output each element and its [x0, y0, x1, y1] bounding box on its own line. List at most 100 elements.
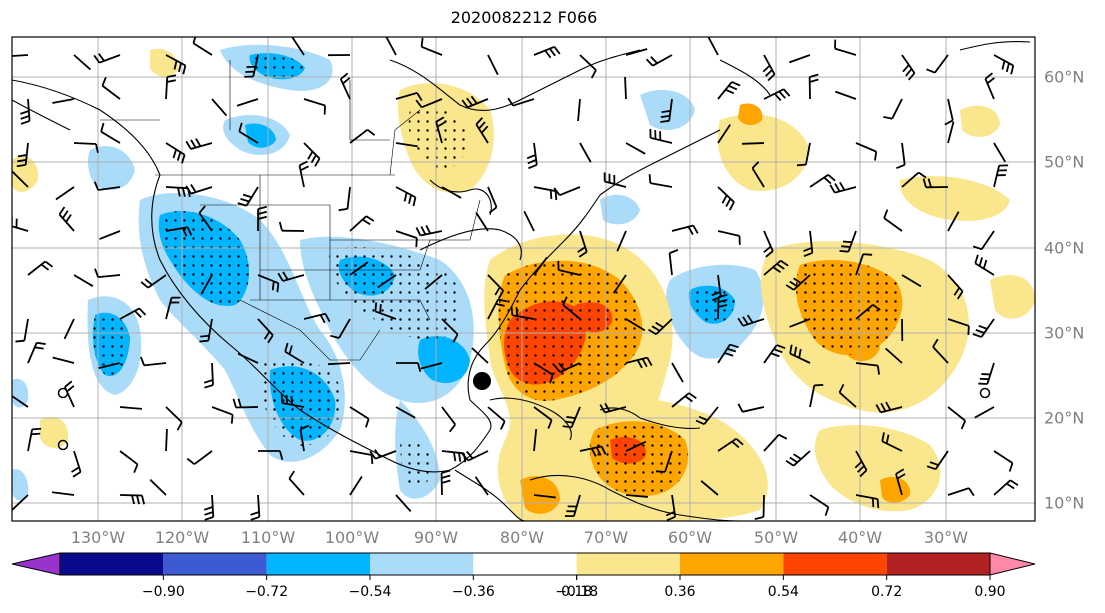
wind-barb [441, 186, 462, 199]
wind-barb [993, 164, 1009, 188]
wind-barb [165, 406, 183, 431]
wind-barb [947, 121, 955, 144]
wind-barb [901, 274, 922, 288]
wind-barb [238, 122, 259, 144]
colorbar-bin [783, 553, 887, 575]
wind-barb [12, 394, 29, 408]
wind-barb [119, 450, 139, 473]
wind-barb [579, 142, 592, 163]
wind-barb [671, 224, 699, 235]
wind-barbs [12, 37, 1019, 521]
wind-barb [395, 494, 412, 512]
wind-barb [855, 494, 880, 509]
wind-barb [487, 298, 508, 320]
wind-barb [883, 209, 903, 232]
wind-barb [523, 210, 535, 232]
wind-barb [303, 312, 331, 324]
wind-barb [579, 54, 597, 79]
wind-barb [993, 142, 1007, 163]
wind-barb [974, 406, 995, 419]
wind-barb [71, 450, 82, 478]
wind-barb [349, 261, 369, 276]
wind-barb [165, 428, 168, 452]
wind-barb [553, 186, 581, 196]
wind-barb [440, 469, 451, 496]
wind-barb [441, 406, 456, 433]
wind-barb [100, 122, 121, 144]
wind-barb [192, 37, 213, 56]
wind-barb [119, 307, 147, 320]
wind-barb [789, 318, 811, 328]
wind-barb [165, 226, 193, 237]
calm-circle [57, 439, 69, 451]
wind-barb [947, 318, 970, 335]
wind-barb [395, 186, 417, 207]
colorbar-tick-label: 0.72 [871, 584, 903, 600]
wind-barb [553, 362, 581, 373]
wind-barb [896, 142, 906, 170]
wind-barb [789, 344, 811, 364]
wind-barb [932, 338, 949, 364]
wind-barb [533, 429, 538, 452]
wind-barb [236, 98, 259, 107]
wind-barb [200, 274, 213, 295]
wind-barb [420, 37, 443, 56]
wind-barb [875, 401, 903, 414]
wind-barb [203, 494, 215, 521]
wind-barb [665, 494, 677, 521]
wind-barb [668, 249, 679, 276]
wind-barb [424, 274, 443, 290]
wind-barb [579, 445, 607, 457]
wind-barb [140, 356, 167, 367]
colorbar-bin [370, 553, 474, 575]
wind-barb [855, 142, 878, 161]
wind-barb [291, 37, 305, 56]
wind-barb [533, 494, 556, 499]
wind-barb [648, 174, 673, 188]
colorbar [11, 552, 1036, 580]
longitude-label: 120°W [154, 528, 210, 547]
colorbar-bin [576, 553, 680, 575]
wind-barb [972, 318, 995, 338]
latitude-label: 50°N [1044, 152, 1085, 172]
wind-barb [73, 142, 99, 153]
wind-barb [993, 479, 1019, 496]
wind-barb [660, 98, 673, 123]
wind-barb [415, 98, 443, 109]
wind-barb [808, 73, 819, 100]
wind-barb [12, 54, 29, 57]
wind-barb [947, 211, 960, 232]
wind-barb [533, 256, 548, 276]
wind-barb [16, 142, 29, 168]
wind-barb [839, 230, 857, 253]
colorbar-over-arrow [989, 552, 1036, 576]
colorbar-frame [59, 552, 991, 576]
wind-barb [415, 225, 443, 237]
anomaly-layer [12, 44, 1035, 521]
wind-barb [788, 54, 811, 64]
wind-barb [15, 318, 29, 343]
wind-barb [63, 318, 75, 340]
wind-barb [762, 54, 776, 82]
latitude-label: 10°N [1044, 493, 1085, 513]
wind-barb [737, 403, 765, 413]
wind-barb [52, 98, 75, 104]
wind-barb [671, 392, 697, 408]
wind-barb [52, 491, 75, 496]
wind-barb [211, 98, 228, 117]
longitude-label: 70°W [583, 528, 629, 547]
wind-barb [12, 170, 29, 188]
wind-barb [700, 480, 719, 496]
wind-barb [564, 494, 581, 518]
wind-barb [99, 230, 121, 240]
wind-barb [533, 45, 561, 59]
wind-barb [73, 274, 94, 287]
wind-barb [922, 178, 949, 189]
wind-barb [237, 352, 259, 364]
wind-barb [829, 181, 857, 194]
wind-barb [487, 186, 498, 214]
wind-barb [577, 98, 581, 121]
wind-barb [119, 494, 145, 505]
wind-barb [471, 347, 489, 364]
wind-barb [374, 302, 397, 320]
